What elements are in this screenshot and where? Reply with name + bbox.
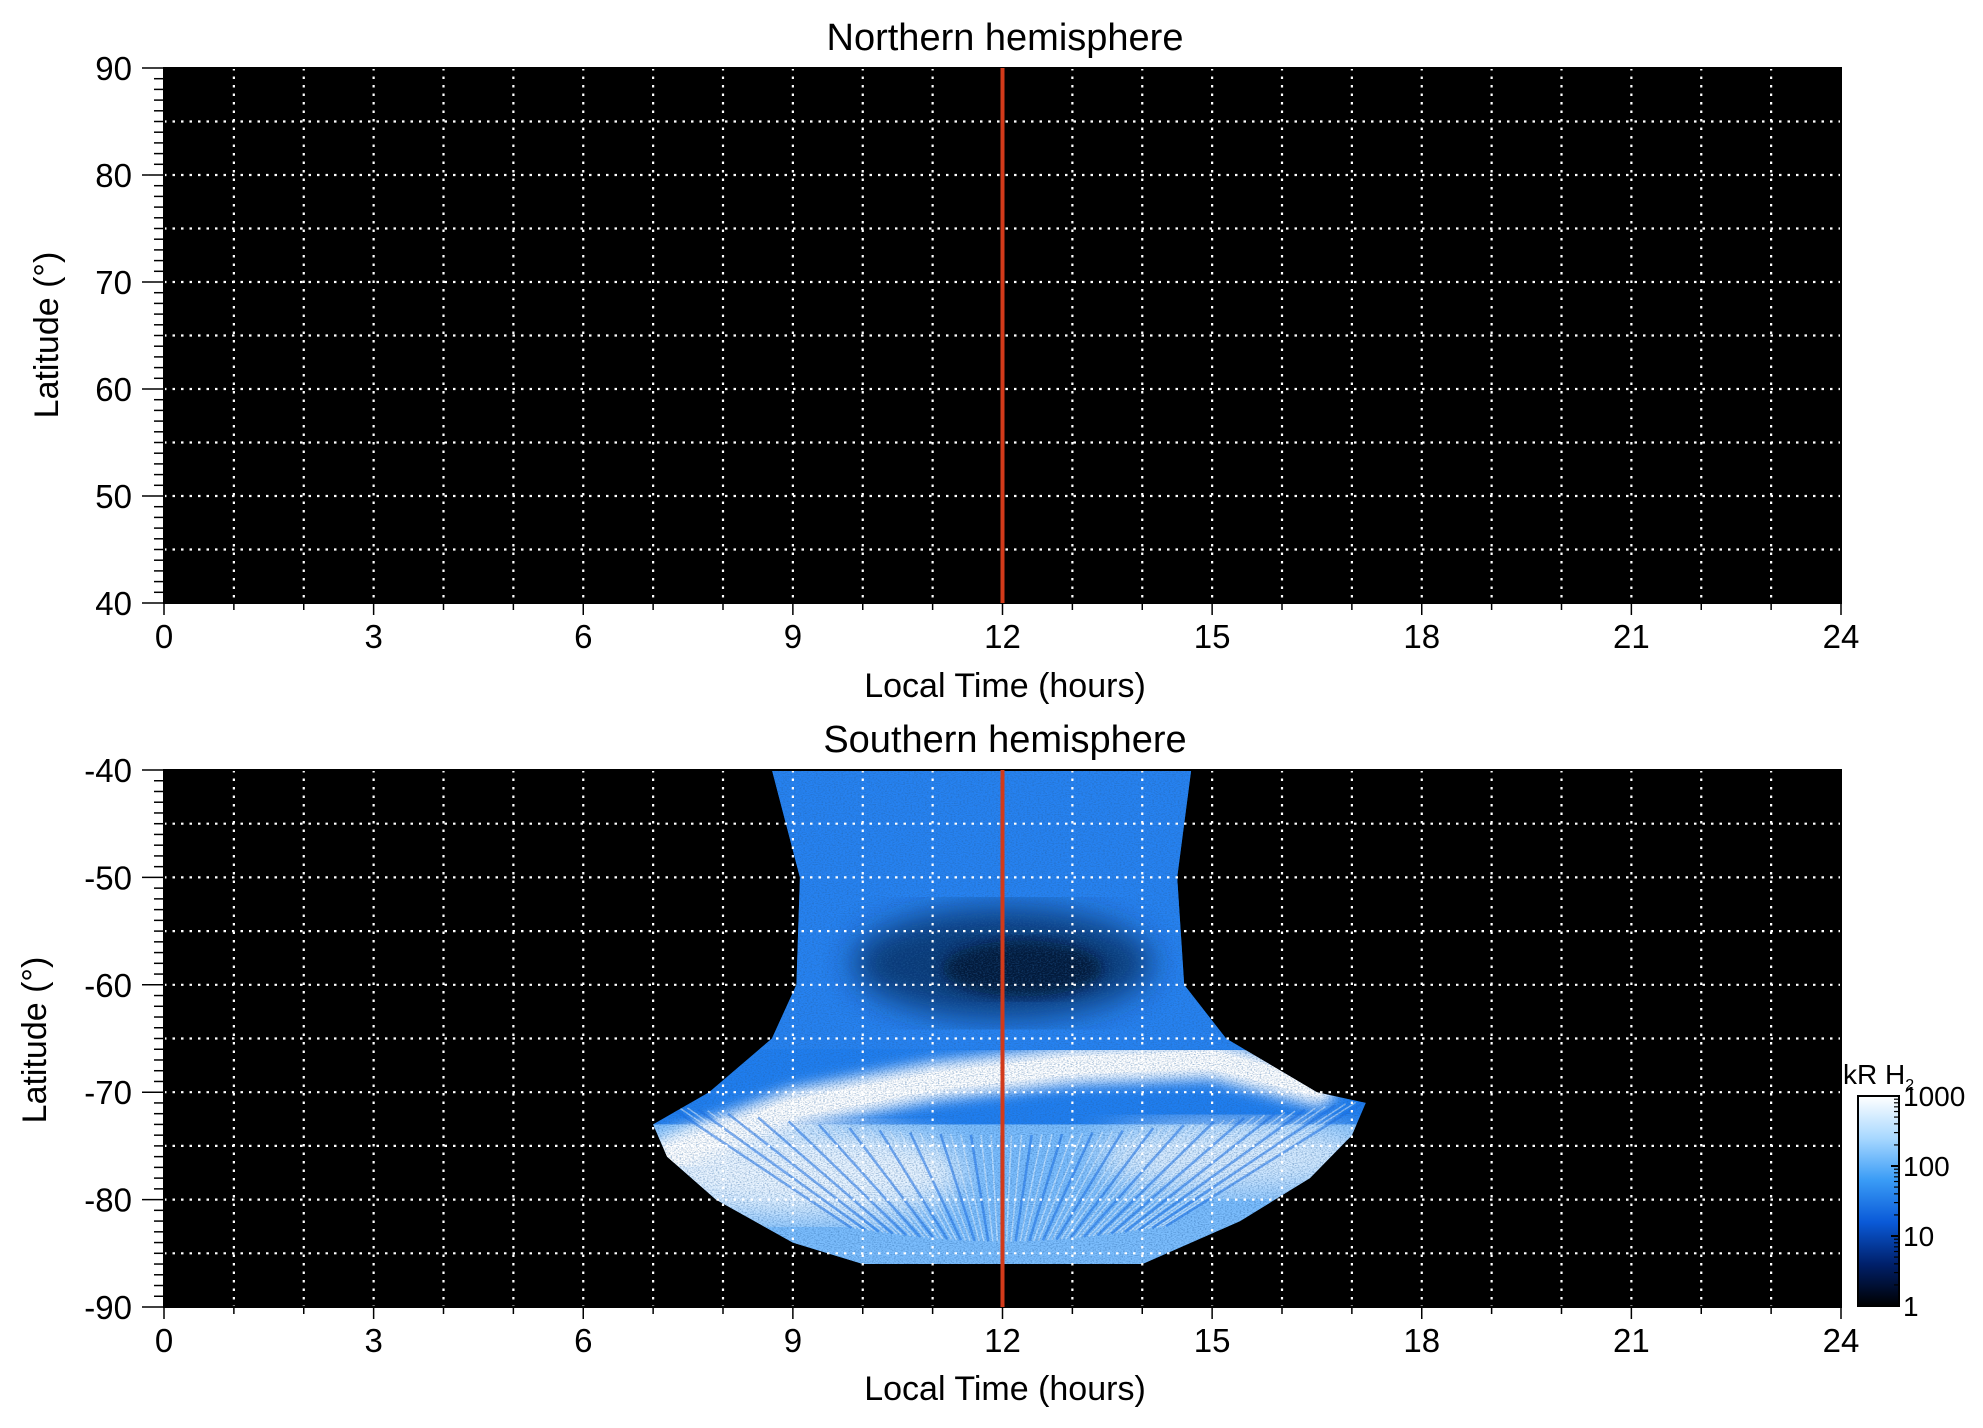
south-x-tick-label: 12 xyxy=(984,1322,1021,1359)
south-y-tick-label: -80 xyxy=(84,1182,132,1219)
colorbar-gradient xyxy=(1857,1095,1900,1307)
north-x-tick-label: 18 xyxy=(1403,618,1440,655)
north-x-tick-label: 9 xyxy=(784,618,802,655)
south-xlabel: Local Time (hours) xyxy=(864,1370,1146,1408)
south-x-tick-label: 15 xyxy=(1194,1322,1231,1359)
south-y-tick-label: -60 xyxy=(84,967,132,1004)
south-y-tick-label: -50 xyxy=(84,859,132,896)
north-x-tick-label: 0 xyxy=(155,618,173,655)
south-title: Southern hemisphere xyxy=(823,719,1186,761)
south-x-tick-label: 9 xyxy=(784,1322,802,1359)
colorbar-tick-label: 10 xyxy=(1903,1221,1934,1252)
south-y-tick-label: -70 xyxy=(84,1074,132,1111)
north-ylabel: Latitude (°) xyxy=(28,252,66,419)
north-x-tick-label: 3 xyxy=(364,618,382,655)
north-y-tick-label: 80 xyxy=(95,157,132,194)
north-y-tick-label: 60 xyxy=(95,371,132,408)
south-y-tick-label: -40 xyxy=(84,752,132,789)
south-panel: Southern hemisphere 0 3 6 9 12 15 18 21 24 -90 -80… xyxy=(16,719,1859,1408)
south-x-tick-label: 18 xyxy=(1403,1322,1440,1359)
south-x-tick-label: 3 xyxy=(364,1322,382,1359)
north-y-tick-label: 50 xyxy=(95,478,132,515)
north-y-tick-label: 40 xyxy=(95,585,132,622)
north-x-tick-label: 12 xyxy=(984,618,1021,655)
north-title: Northern hemisphere xyxy=(827,17,1184,59)
colorbar-tick-label: 100 xyxy=(1903,1151,1950,1182)
south-ylabel: Latitude (°) xyxy=(16,957,54,1124)
north-x-tick-label: 15 xyxy=(1194,618,1231,655)
north-xlabel: Local Time (hours) xyxy=(864,667,1146,705)
south-x-tick-label: 21 xyxy=(1613,1322,1650,1359)
south-x-tick-label: 0 xyxy=(155,1322,173,1359)
south-y-tick-label: -90 xyxy=(84,1289,132,1326)
north-y-tick-label: 90 xyxy=(95,50,132,87)
colorbar-ticks: 1 10 100 1000 xyxy=(1891,1081,1965,1322)
north-x-tick-label: 21 xyxy=(1613,618,1650,655)
colorbar: kR H2 1 10 100 1000 xyxy=(1843,1059,1965,1322)
north-x-tick-label: 6 xyxy=(574,618,592,655)
north-x-tick-label: 24 xyxy=(1823,618,1860,655)
colorbar-tick-label: 1000 xyxy=(1903,1081,1965,1112)
south-x-tick-label: 6 xyxy=(574,1322,592,1359)
colorbar-label: kR H2 xyxy=(1843,1059,1914,1094)
north-axes: 0 3 6 9 12 15 18 21 24 40 50 60 70 80 90 xyxy=(95,50,1859,655)
colorbar-tick-label: 1 xyxy=(1903,1291,1919,1322)
north-y-tick-label: 70 xyxy=(95,264,132,301)
north-panel: Northern hemisphere 0 3 6 9 12 15 18 21 24 40 50 60… xyxy=(28,17,1859,705)
south-x-tick-label: 24 xyxy=(1823,1322,1860,1359)
